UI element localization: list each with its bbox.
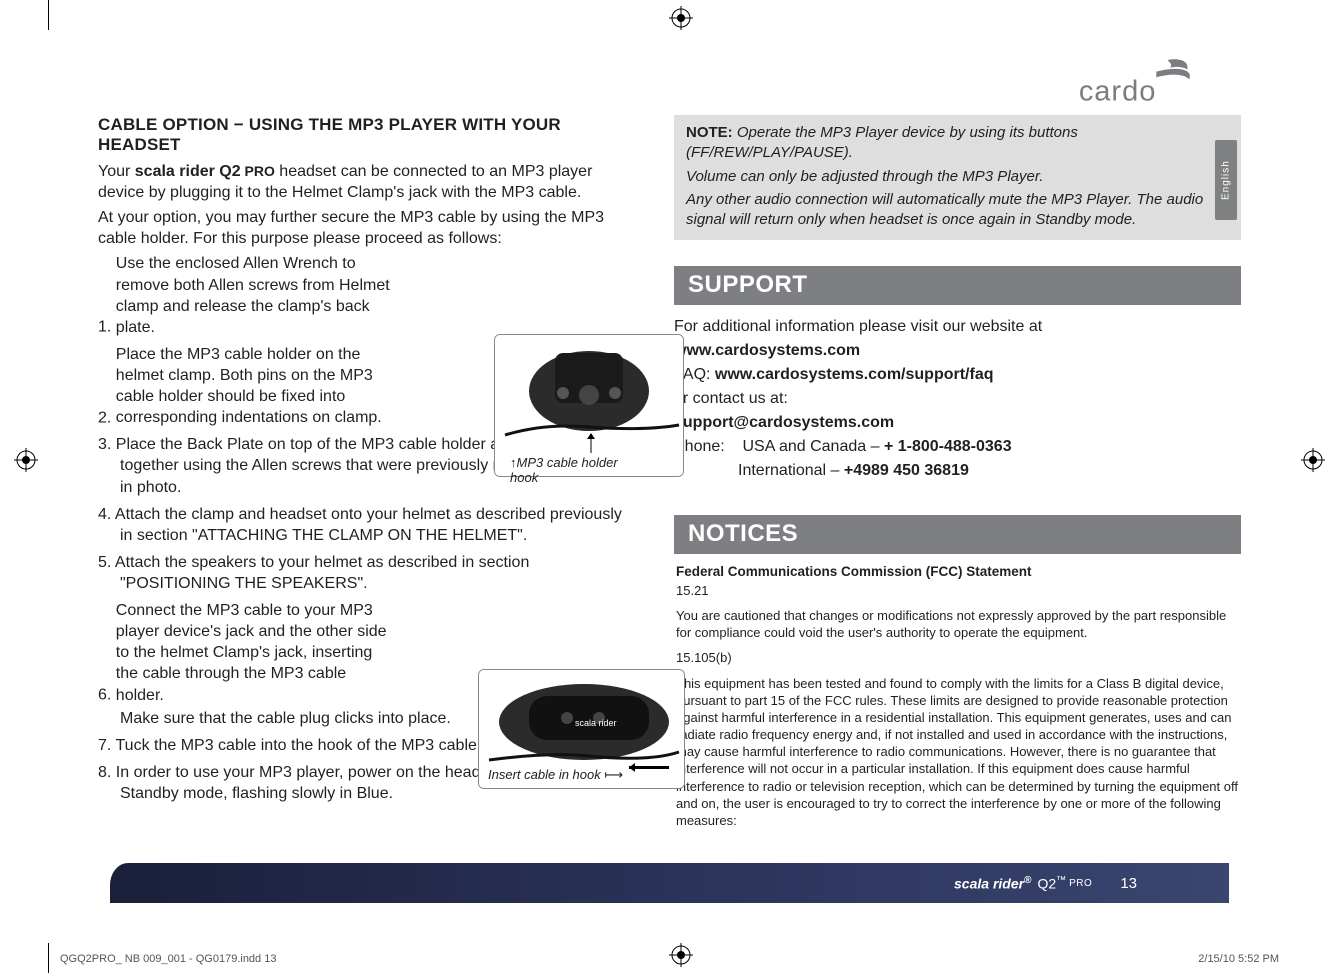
figure-caption: Insert cable in hook ⟼ [488, 767, 623, 783]
note-text: Volume can only be adjusted through the … [686, 167, 1229, 187]
arrow-icon: ⟼ [604, 767, 623, 782]
product-name: scala rider Q2 [135, 163, 241, 180]
registration-mark-icon [14, 448, 38, 472]
registration-mark-icon [669, 943, 693, 967]
registration-mark-icon [669, 6, 693, 30]
print-file-path: QGQ2PRO_ NB 009_001 - QG0179.indd 13 [60, 953, 276, 965]
product-suffix: PRO [241, 163, 275, 179]
support-phone-intl: +4989 450 36819 [844, 462, 969, 479]
fcc-title: Federal Communications Commission (FCC) … [676, 564, 1241, 579]
footer-bar: scala rider® Q2™ PRO 13 [110, 863, 1229, 903]
step-number: 2. [98, 409, 111, 426]
figure-small-label: scala rider [575, 718, 617, 728]
step-number: 3. [98, 436, 111, 453]
support-url: www.cardosystems.com [674, 342, 860, 359]
registration-mark-icon [1301, 448, 1325, 472]
step-item: 1. Use the enclosed Allen Wrench to remo… [98, 253, 634, 337]
fcc-body: You are cautioned that changes or modifi… [676, 607, 1239, 641]
notices-header: NOTICES [674, 515, 1241, 554]
notices-block: Federal Communications Commission (FCC) … [674, 564, 1241, 829]
support-text: or contact us at: [674, 387, 1241, 411]
support-email: support@cardosystems.com [674, 414, 894, 431]
note-text: Operate the MP3 Player device by using i… [686, 124, 1078, 161]
footer-brand: scala rider® [954, 875, 1031, 892]
step-number: 1. [98, 319, 111, 336]
note-box: NOTE: Operate the MP3 Player device by u… [674, 115, 1241, 240]
fcc-section-label: 15.21 [676, 582, 1239, 599]
section-heading: CABLE OPTION − USING THE MP3 PLAYER WITH… [98, 115, 634, 155]
fcc-section-label: 15.105(b) [676, 649, 1239, 666]
step-number: 6. [98, 687, 111, 704]
support-phone-us: + 1-800-488-0363 [884, 438, 1012, 455]
logo-text: cardo [1079, 76, 1157, 107]
step-item: 5. Attach the speakers to your helmet as… [98, 552, 634, 594]
note-lead: NOTE: [686, 124, 733, 141]
step-text: Attach the clamp and headset onto your h… [115, 506, 622, 544]
right-column: NOTE: Operate the MP3 Player device by u… [674, 115, 1241, 837]
support-text: For additional information please visit … [674, 315, 1241, 339]
language-tab: English [1215, 140, 1237, 220]
step-item: 4. Attach the clamp and headset onto you… [98, 504, 634, 546]
step-number: 7. [98, 737, 111, 754]
step-text: Connect the MP3 cable to your MP3 player… [116, 600, 396, 706]
step-text: Attach the speakers to your helmet as de… [115, 554, 529, 592]
note-text: Any other audio connection will automati… [686, 190, 1229, 230]
step-text: Use the enclosed Allen Wrench to remove … [116, 253, 406, 337]
step-text: Place the MP3 cable holder on the helmet… [116, 344, 406, 428]
text: Your [98, 163, 135, 180]
footer-model: Q2™ [1037, 875, 1066, 892]
intro-paragraph-1: Your scala rider Q2 PRO headset can be c… [98, 161, 634, 203]
cardo-logo: cardo [1042, 58, 1197, 108]
support-text: International – [738, 462, 844, 479]
support-faq-url: www.cardosystems.com/support/faq [715, 366, 994, 383]
left-column: CABLE OPTION − USING THE MP3 PLAYER WITH… [98, 115, 634, 837]
figure-caption: ↑MP3 cable holder hook [510, 455, 634, 485]
footer-page-number: 13 [1120, 875, 1137, 892]
step-number: 8. [98, 764, 111, 781]
support-text: USA and Canada – [743, 438, 884, 455]
step-number: 5. [98, 554, 111, 571]
fcc-body: This equipment has been tested and found… [676, 675, 1239, 829]
page-canvas: cardo English CABLE OPTION − USING THE M… [50, 30, 1289, 943]
support-header: SUPPORT [674, 266, 1241, 305]
intro-paragraph-2: At your option, you may further secure t… [98, 207, 634, 249]
support-block: For additional information please visit … [674, 315, 1241, 483]
step-text: Tuck the MP3 cable into the hook of the … [116, 737, 530, 754]
print-timestamp: 2/15/10 5:52 PM [1198, 953, 1279, 965]
footer-pro: PRO [1069, 878, 1092, 889]
step-number: 4. [98, 506, 111, 523]
